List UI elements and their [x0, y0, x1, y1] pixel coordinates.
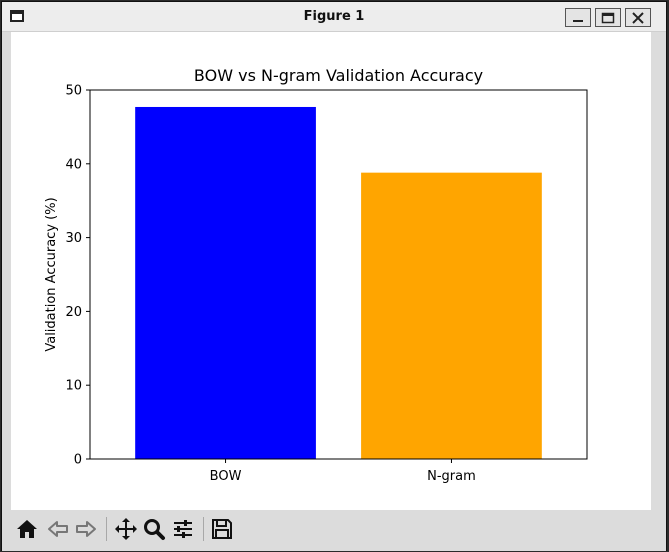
- zoom-button[interactable]: [141, 516, 167, 542]
- y-tick-label: 40: [65, 157, 82, 172]
- x-tick-label: N-gram: [427, 469, 476, 484]
- bar-chart: 0 10 20 30 40 50 BOW N-gram BOW vs N-gram Valida…: [44, 66, 588, 484]
- back-button[interactable]: [45, 516, 71, 542]
- navigation-toolbar: [2, 510, 666, 551]
- y-tick-label: 30: [65, 231, 82, 246]
- toolbar-separator: [203, 517, 204, 541]
- save-icon: [212, 519, 232, 539]
- minimize-button[interactable]: [565, 8, 591, 27]
- configure-subplots-icon: [174, 520, 192, 538]
- chart-title: BOW vs N-gram Validation Accuracy: [194, 66, 483, 85]
- x-tick-label: BOW: [210, 469, 242, 484]
- title-bar[interactable]: Figure 1: [2, 2, 666, 32]
- maximize-button[interactable]: [595, 8, 621, 27]
- figure-canvas[interactable]: 0 10 20 30 40 50 BOW N-gram BOW vs N-gram Valida…: [11, 32, 651, 510]
- forward-icon: [76, 521, 96, 537]
- forward-button[interactable]: [73, 516, 99, 542]
- pan-icon: [115, 518, 137, 540]
- maximize-icon: [601, 12, 615, 23]
- y-tick-label: 50: [65, 84, 82, 99]
- y-tick-label: 10: [65, 379, 82, 394]
- window-app-icon: [10, 10, 24, 22]
- bar-n-gram: [361, 172, 542, 459]
- back-icon: [48, 521, 68, 537]
- home-button[interactable]: [14, 516, 40, 542]
- close-icon: [632, 11, 644, 24]
- home-icon: [17, 520, 37, 538]
- toolbar-separator: [106, 517, 107, 541]
- y-tick-label: 0: [74, 453, 82, 468]
- y-axis-label: Validation Accuracy (%): [44, 197, 59, 351]
- close-button[interactable]: [625, 8, 651, 27]
- window-title: Figure 1: [303, 9, 365, 24]
- minimize-icon: [573, 19, 583, 22]
- bar-bow: [135, 106, 316, 459]
- y-tick-label: 20: [65, 305, 82, 320]
- zoom-icon: [144, 519, 165, 540]
- axes-frame: [89, 89, 588, 460]
- pan-button[interactable]: [113, 516, 139, 542]
- configure-subplots-button[interactable]: [170, 516, 196, 542]
- save-button[interactable]: [209, 516, 235, 542]
